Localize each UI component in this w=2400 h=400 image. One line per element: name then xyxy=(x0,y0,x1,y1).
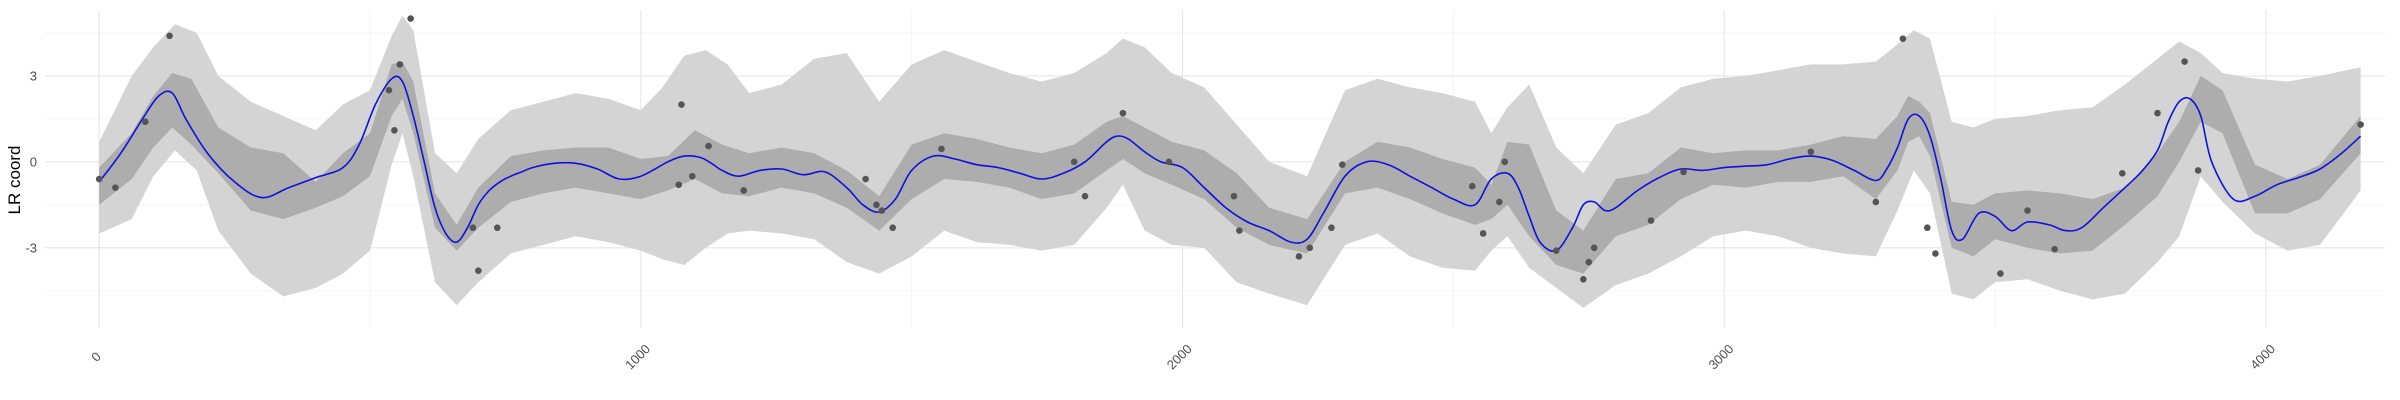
data-point xyxy=(862,175,869,183)
data-point xyxy=(2024,207,2031,214)
mean-line-layer xyxy=(98,75,2362,252)
data-point xyxy=(1580,275,1587,283)
data-point xyxy=(1496,198,1503,206)
y-tick-label: 0 xyxy=(30,154,37,169)
data-point xyxy=(396,61,404,68)
x-tick-label: 4000 xyxy=(2247,341,2278,372)
y-tick-label: -3 xyxy=(25,240,37,255)
data-point xyxy=(1236,227,1243,234)
points-layer xyxy=(95,15,2364,283)
data-point xyxy=(1328,224,1335,232)
data-point xyxy=(385,86,393,94)
inner-band-layer xyxy=(99,61,2361,274)
data-point xyxy=(469,224,477,232)
data-point xyxy=(1295,253,1303,260)
y-axis-title: LR coord xyxy=(5,146,24,215)
data-point xyxy=(2154,109,2161,117)
data-point xyxy=(112,184,119,191)
data-point xyxy=(938,145,945,153)
data-point xyxy=(873,201,880,209)
data-point xyxy=(2051,245,2058,253)
x-tick-label: 1000 xyxy=(622,341,653,372)
inner-confidence-band xyxy=(99,61,2361,274)
data-point xyxy=(95,175,103,183)
data-point xyxy=(1230,192,1238,200)
y-tick-labels: -3 0 3 xyxy=(25,68,37,255)
data-point xyxy=(1590,244,1598,252)
data-point xyxy=(1070,158,1078,166)
data-point xyxy=(678,101,685,108)
data-point xyxy=(2118,169,2126,177)
data-point xyxy=(1899,35,1907,42)
data-point xyxy=(1081,192,1089,200)
data-point xyxy=(2194,167,2202,174)
data-point xyxy=(1932,250,1939,257)
data-point xyxy=(688,172,696,180)
data-point xyxy=(1119,109,1127,117)
data-point xyxy=(1165,158,1173,166)
data-point xyxy=(1997,270,2004,277)
data-point xyxy=(2181,58,2188,65)
data-point xyxy=(1306,244,1314,252)
data-point xyxy=(1479,230,1487,237)
data-point xyxy=(740,187,748,194)
data-point xyxy=(493,224,501,232)
x-tick-labels: 0 1000 2000 3000 4000 xyxy=(88,341,2278,372)
y-tick-label: 3 xyxy=(30,68,37,83)
data-point xyxy=(141,118,149,126)
data-point xyxy=(475,267,482,275)
x-tick-label: 0 xyxy=(88,349,104,365)
data-point xyxy=(407,15,414,22)
data-point xyxy=(889,224,897,232)
data-point xyxy=(1872,198,1880,206)
data-point xyxy=(675,181,683,189)
outer-confidence-band xyxy=(99,15,2361,308)
outer-band-layer xyxy=(99,15,2361,308)
data-point xyxy=(1680,168,1687,176)
data-point xyxy=(1338,161,1346,169)
data-point xyxy=(878,207,886,214)
data-point xyxy=(1647,217,1655,224)
data-point xyxy=(1585,258,1593,266)
data-point xyxy=(1923,224,1931,232)
data-point xyxy=(1807,148,1815,156)
mean-curve-line xyxy=(98,75,2362,252)
data-point xyxy=(705,142,712,150)
x-tick-label: 2000 xyxy=(1164,341,1195,372)
x-tick-label: 3000 xyxy=(1705,341,1736,372)
data-point xyxy=(1552,247,1560,254)
data-point xyxy=(1468,182,1476,190)
data-point xyxy=(391,127,398,134)
data-point xyxy=(2357,121,2364,128)
data-point xyxy=(166,32,173,40)
data-point xyxy=(1501,158,1509,166)
